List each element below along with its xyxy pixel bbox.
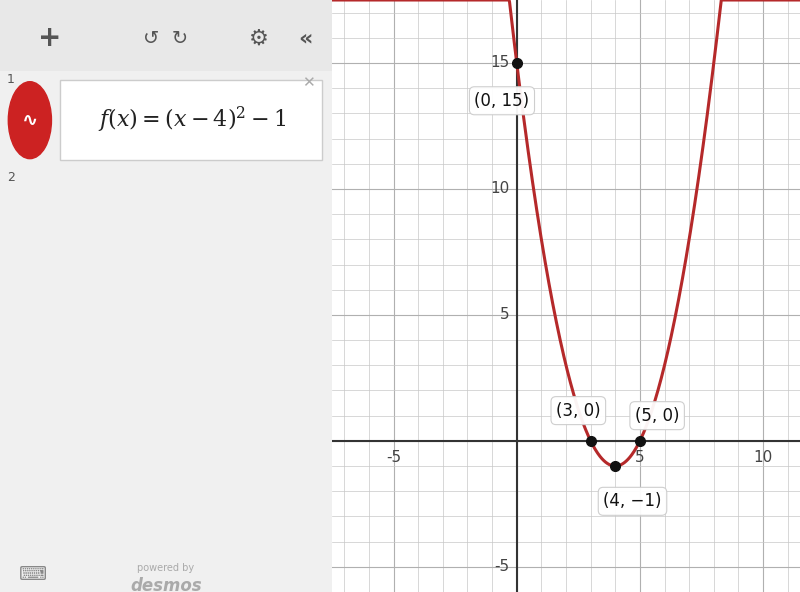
- FancyBboxPatch shape: [60, 80, 322, 160]
- Text: «: «: [298, 28, 313, 49]
- Circle shape: [8, 82, 51, 159]
- Text: $f(x) = (x-4)^2 - 1$: $f(x) = (x-4)^2 - 1$: [98, 105, 287, 136]
- Text: ↺  ↻: ↺ ↻: [143, 29, 189, 48]
- Text: 5: 5: [635, 450, 645, 465]
- Text: ⌨: ⌨: [19, 565, 47, 584]
- Text: 10: 10: [490, 181, 510, 197]
- Text: +: +: [38, 24, 62, 53]
- Text: (4, −1): (4, −1): [603, 493, 662, 510]
- Text: 2: 2: [6, 171, 14, 184]
- Text: 5: 5: [500, 307, 510, 323]
- Text: powered by: powered by: [138, 564, 194, 573]
- Text: 10: 10: [754, 450, 773, 465]
- Text: -5: -5: [386, 450, 401, 465]
- Text: ⚙: ⚙: [249, 28, 269, 49]
- Text: (3, 0): (3, 0): [556, 401, 601, 420]
- Text: ∿: ∿: [22, 111, 38, 130]
- Text: desmos: desmos: [130, 577, 202, 592]
- Text: -5: -5: [494, 559, 510, 574]
- Text: ✕: ✕: [302, 75, 315, 91]
- Text: (5, 0): (5, 0): [635, 407, 679, 424]
- Text: (0, 15): (0, 15): [474, 92, 530, 110]
- Text: 1: 1: [6, 73, 14, 86]
- Text: 15: 15: [490, 56, 510, 70]
- FancyBboxPatch shape: [0, 0, 332, 71]
